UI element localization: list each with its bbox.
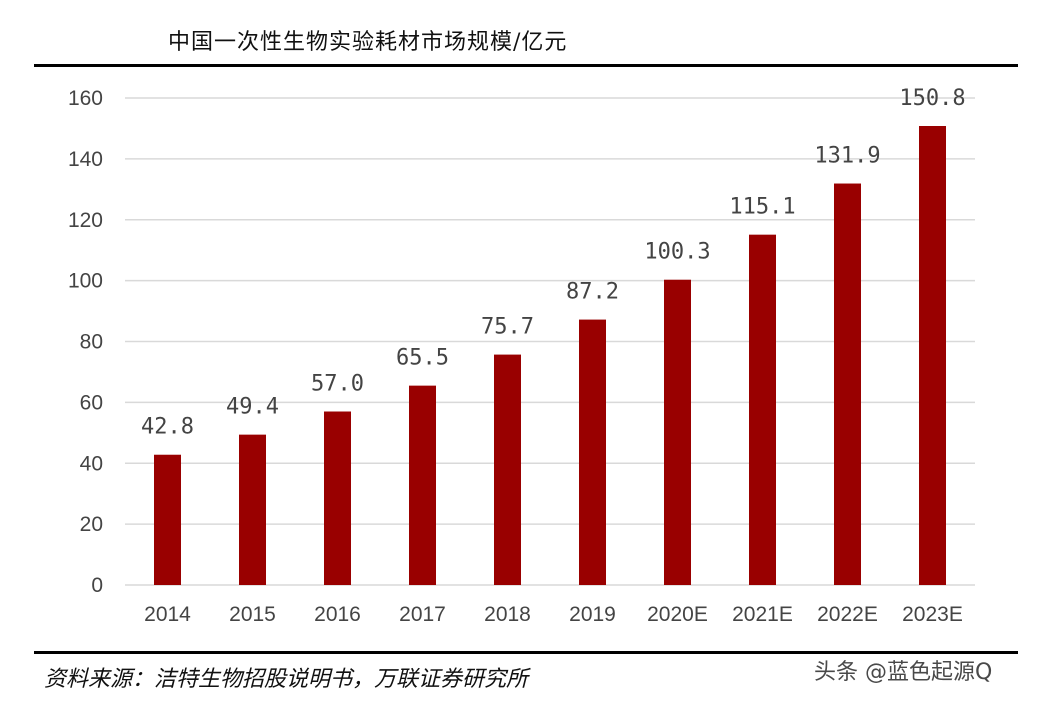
x-tick-label: 2014 — [144, 603, 191, 626]
y-axis-ticks: 0 20 40 60 80 100 120 140 160 — [68, 87, 103, 597]
x-tick-label: 2018 — [484, 603, 531, 626]
data-label: 57.0 — [311, 372, 364, 397]
y-tick-label: 140 — [68, 148, 103, 171]
y-tick-label: 40 — [80, 452, 103, 475]
bar-2020e — [664, 279, 691, 585]
x-tick-label: 2015 — [229, 603, 276, 626]
x-axis-ticks: 2014 2015 2016 2017 2018 2019 2020E 2021E 2022E 2… — [144, 603, 963, 626]
y-tick-label: 0 — [91, 574, 103, 597]
data-labels: 42.8 49.4 57.0 65.5 75.7 87.2 100.3 115.1 131.9 1… — [141, 86, 966, 440]
data-label: 75.7 — [481, 315, 534, 340]
source-note: 资料来源：洁特生物招股说明书，万联证券研究所 — [44, 667, 529, 692]
bottom-rule — [34, 651, 1018, 654]
data-label: 100.3 — [644, 240, 710, 265]
gridlines — [125, 97, 975, 586]
watermark: 头条 @蓝色起源Q — [814, 660, 993, 685]
x-tick-label: 2019 — [569, 603, 616, 626]
y-tick-label: 160 — [68, 87, 103, 110]
x-tick-label: 2023E — [902, 603, 963, 626]
x-tick-label: 2017 — [399, 603, 446, 626]
x-tick-label: 2020E — [647, 603, 708, 626]
y-tick-label: 60 — [80, 391, 103, 414]
x-tick-label: 2021E — [732, 603, 793, 626]
y-tick-label: 120 — [68, 209, 103, 232]
bar-2018 — [494, 354, 521, 585]
y-tick-label: 20 — [80, 513, 103, 536]
chart-title: 中国一次性生物实验耗材市场规模/亿元 — [168, 30, 568, 55]
bar-2022e — [834, 183, 861, 586]
bar-2014 — [154, 454, 181, 585]
bar-2023e — [919, 126, 946, 585]
data-label: 150.8 — [899, 86, 965, 111]
bar-2016 — [324, 411, 351, 585]
x-tick-label: 2022E — [817, 603, 878, 626]
data-label: 87.2 — [566, 280, 619, 305]
y-tick-label: 80 — [80, 331, 103, 354]
bars — [154, 126, 946, 586]
bar-2017 — [409, 385, 436, 585]
data-label: 115.1 — [729, 195, 795, 220]
x-tick-label: 2016 — [314, 603, 361, 626]
bar-2021e — [749, 234, 776, 585]
bar-2015 — [239, 434, 266, 585]
data-label: 49.4 — [226, 395, 279, 420]
y-tick-label: 100 — [68, 270, 103, 293]
bar-2019 — [579, 319, 606, 585]
data-label: 65.5 — [396, 346, 449, 371]
data-label: 131.9 — [814, 144, 880, 169]
top-rule — [34, 64, 1018, 67]
data-label: 42.8 — [141, 415, 194, 440]
